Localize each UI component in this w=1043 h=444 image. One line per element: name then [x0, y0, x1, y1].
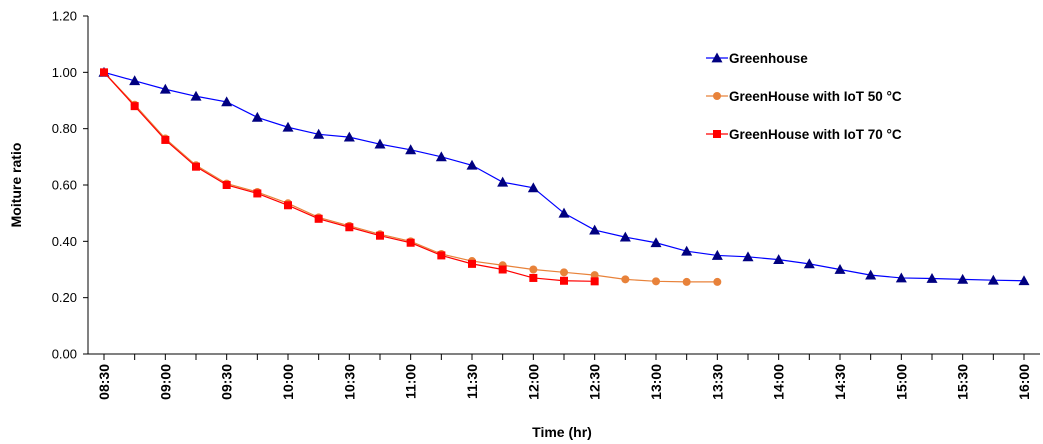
data-point [466, 159, 478, 170]
data-point [803, 258, 815, 269]
data-point [529, 273, 538, 282]
data-point [100, 68, 108, 77]
legend-item-1: GreenHouse with IoT 50 °C [706, 89, 902, 104]
data-point [282, 121, 294, 132]
data-point [590, 277, 599, 286]
data-point [498, 265, 507, 274]
y-tick-label: 0.00 [52, 347, 77, 362]
series-line [103, 71, 595, 282]
data-point [497, 176, 509, 187]
x-tick-label: 15:00 [893, 364, 909, 400]
data-point [253, 189, 262, 198]
data-point [590, 271, 599, 280]
data-point [560, 268, 568, 277]
data-point [926, 273, 938, 283]
legend-label: Greenhouse [729, 51, 808, 66]
data-point [713, 277, 722, 286]
data-point [435, 151, 447, 162]
data-point [1018, 275, 1030, 286]
x-tick-label: 16:00 [1016, 364, 1032, 400]
series-0 [98, 66, 1030, 286]
data-point [650, 237, 662, 248]
data-point [560, 276, 568, 285]
x-axis-title: Time (hr) [532, 424, 592, 440]
data-point [405, 144, 417, 155]
data-point [314, 214, 323, 223]
y-tick-label: 1.20 [52, 9, 77, 24]
data-point [682, 277, 691, 286]
series-layer [98, 66, 1030, 286]
data-point [619, 231, 631, 242]
data-point [527, 182, 539, 193]
y-tick-label: 1.00 [52, 65, 77, 80]
data-point [222, 181, 231, 189]
data-point [284, 201, 292, 210]
y-tick-label: 0.80 [52, 121, 77, 136]
data-point [529, 265, 538, 274]
data-point [159, 83, 171, 94]
legend-marker [713, 130, 721, 138]
x-tick-label: 14:30 [832, 364, 848, 400]
data-point [468, 259, 476, 268]
x-tick-label: 11:00 [403, 364, 419, 399]
series-2 [100, 68, 599, 286]
data-point [742, 251, 754, 262]
data-point [161, 135, 170, 144]
data-point [621, 275, 630, 284]
legend-marker [711, 52, 723, 63]
data-point [313, 128, 325, 139]
data-point [192, 162, 200, 171]
legend-marker [713, 92, 721, 100]
legend-item-0: Greenhouse [706, 51, 808, 66]
y-tick-label: 0.60 [52, 178, 77, 193]
legend-label: GreenHouse with IoT 50 °C [729, 89, 902, 104]
y-tick-label: 0.20 [52, 290, 77, 305]
x-tick-label: 14:00 [771, 364, 787, 400]
data-point [895, 272, 907, 283]
x-tick-label: 11:30 [464, 364, 480, 399]
data-point [221, 96, 233, 107]
x-tick-label: 13:00 [648, 364, 664, 400]
y-axis-title: Moiture ratio [8, 143, 24, 228]
data-point [987, 274, 999, 285]
x-tick-label: 12:30 [587, 364, 603, 400]
data-point [681, 245, 693, 256]
data-point [251, 111, 263, 122]
data-point [957, 273, 969, 284]
x-tick-label: 09:00 [157, 364, 173, 400]
x-tick-label: 09:30 [219, 364, 235, 400]
data-point [865, 269, 877, 280]
legend-item-2: GreenHouse with IoT 70 °C [706, 127, 902, 142]
data-point [711, 249, 723, 260]
x-tick-label: 10:00 [280, 364, 296, 400]
data-point [374, 138, 386, 149]
legend: Greenhouse GreenHouse with IoT 50 °C Green… [706, 51, 902, 142]
data-point [834, 264, 846, 274]
data-point [130, 102, 139, 111]
data-point [345, 223, 354, 232]
data-point [437, 251, 446, 260]
data-point [558, 207, 570, 218]
axes: 0.00 0.20 0.40 0.60 0.80 1.00 1.20 08:30 09:00 09… [52, 9, 1040, 400]
x-tick-label: 12:00 [525, 364, 541, 400]
x-tick-label: 15:30 [955, 364, 971, 400]
data-point [406, 238, 415, 247]
series-line [103, 71, 718, 283]
data-point [376, 231, 384, 240]
x-tick-label: 08:30 [96, 364, 112, 400]
legend-label: GreenHouse with IoT 70 °C [729, 127, 902, 142]
data-point [589, 224, 601, 235]
data-point [773, 254, 785, 265]
data-point [652, 277, 660, 286]
data-point [190, 90, 202, 101]
x-tick-label: 10:30 [341, 364, 357, 400]
series-1 [100, 68, 722, 286]
x-tick-label: 13:30 [709, 364, 725, 400]
data-point [129, 75, 141, 86]
data-point [343, 131, 355, 142]
y-tick-label: 0.40 [52, 234, 77, 249]
